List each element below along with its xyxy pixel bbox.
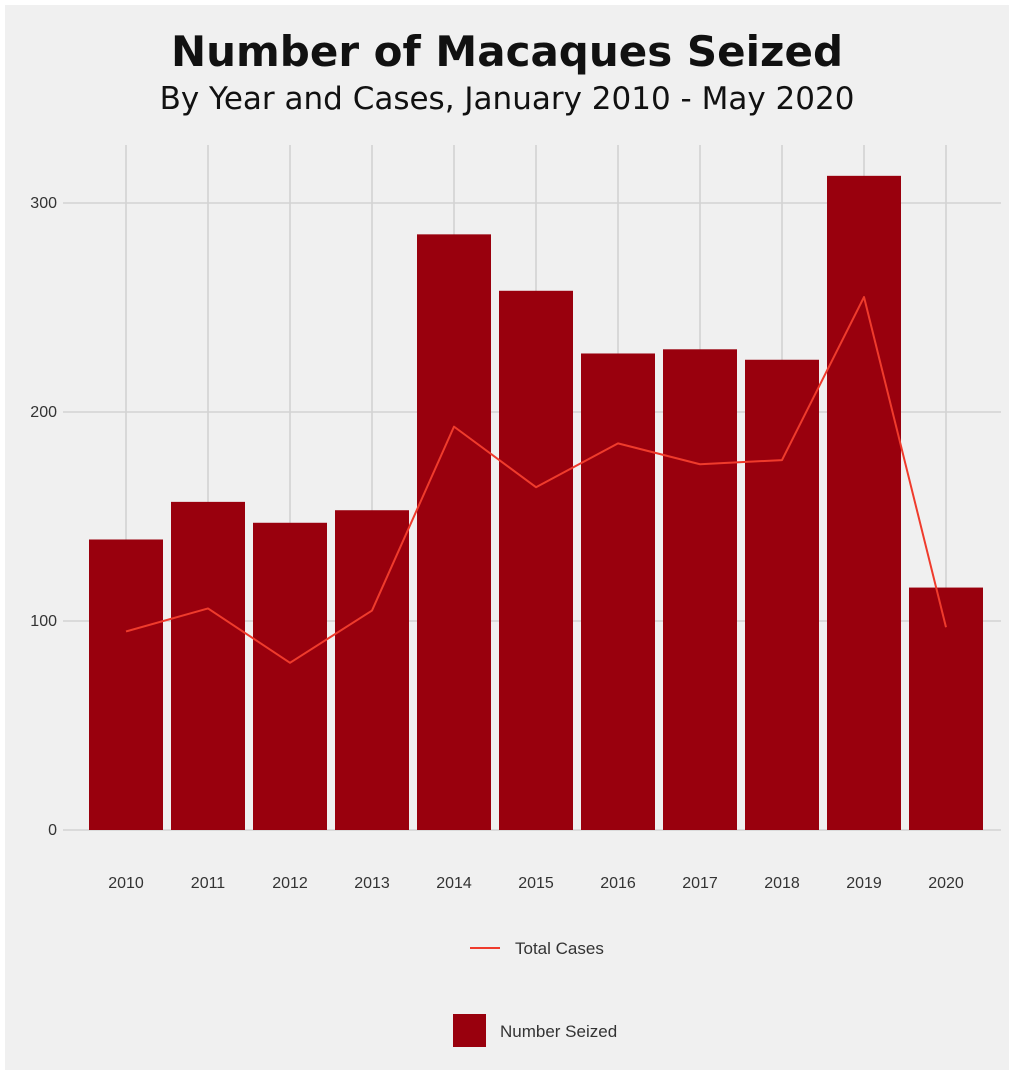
y-tick-label: 300	[30, 195, 57, 212]
chart-panel: Number of Macaques Seized By Year and Ca…	[5, 5, 1009, 1070]
x-tick-label: 2015	[518, 875, 554, 892]
y-tick-label: 0	[48, 822, 57, 839]
x-tick-label: 2019	[846, 875, 882, 892]
x-tick-label: 2017	[682, 875, 718, 892]
y-axis: 0 100 200 300	[30, 195, 57, 839]
x-tick-label: 2010	[108, 875, 144, 892]
bar-2013	[335, 510, 409, 830]
legend-item-total-cases: Total Cases	[470, 939, 604, 958]
legend-item-number-seized: Number Seized	[453, 1014, 617, 1047]
bar-2015	[499, 290, 573, 830]
x-tick-label: 2016	[600, 875, 636, 892]
y-tick-label: 200	[30, 404, 57, 421]
bar-2012	[253, 522, 327, 830]
bar-2018	[745, 359, 819, 830]
x-tick-label: 2011	[191, 875, 226, 892]
y-tick-label: 100	[30, 613, 57, 630]
bar-2017	[663, 349, 737, 830]
x-tick-label: 2018	[764, 875, 800, 892]
legend: Total Cases Number Seized	[453, 939, 617, 1047]
legend-bar-swatch	[453, 1014, 486, 1047]
line-series	[125, 296, 947, 664]
bar-series	[89, 175, 983, 831]
bar-2014	[417, 234, 491, 831]
total-cases-line	[125, 296, 947, 664]
bar-2016	[581, 353, 655, 830]
chart-subtitle: By Year and Cases, January 2010 - May 20…	[159, 81, 855, 117]
legend-label-total-cases: Total Cases	[515, 939, 604, 958]
x-tick-label: 2020	[928, 875, 964, 892]
x-axis: 2010 2011 2012 2013 2014 2015 2016 2017 2018 2019…	[108, 875, 964, 892]
bar-2010	[89, 539, 163, 830]
bar-2011	[171, 501, 245, 830]
legend-label-number-seized: Number Seized	[500, 1022, 617, 1041]
x-tick-label: 2013	[354, 875, 390, 892]
chart-title: Number of Macaques Seized	[170, 27, 844, 76]
bar-2020	[909, 587, 983, 830]
bar-2019	[827, 175, 901, 830]
x-tick-label: 2014	[436, 875, 472, 892]
x-tick-label: 2012	[272, 875, 308, 892]
